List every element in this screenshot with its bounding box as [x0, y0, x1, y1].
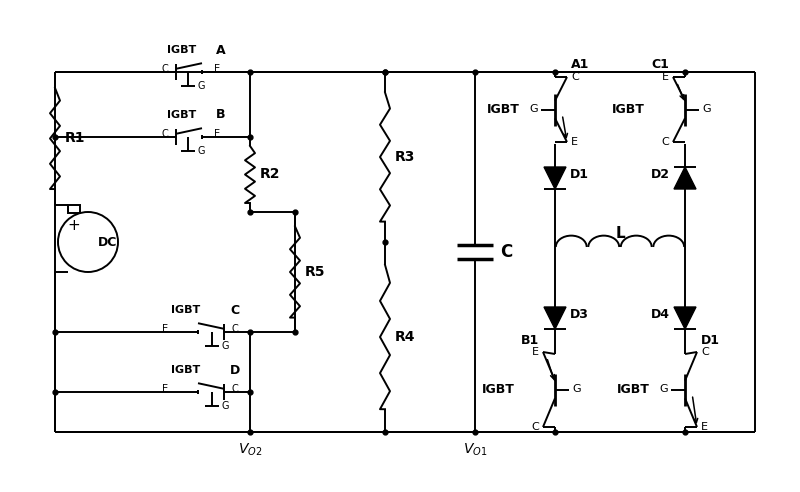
Text: IGBT: IGBT [171, 365, 201, 375]
Text: E: E [162, 384, 168, 394]
Text: R2: R2 [260, 167, 281, 182]
Text: DC: DC [98, 236, 118, 248]
Text: D1: D1 [701, 334, 720, 346]
Text: +: + [68, 218, 80, 234]
Polygon shape [674, 167, 696, 189]
Text: C: C [531, 422, 539, 432]
Text: L: L [615, 225, 625, 241]
Text: C: C [571, 72, 578, 82]
Text: C: C [162, 129, 168, 139]
Text: R1: R1 [65, 131, 86, 146]
Text: E: E [214, 129, 220, 139]
Text: C: C [662, 137, 669, 147]
Text: $V_{O1}$: $V_{O1}$ [463, 442, 487, 458]
Text: A1: A1 [571, 59, 590, 71]
Text: C: C [232, 324, 238, 334]
Polygon shape [544, 307, 566, 329]
Text: G: G [530, 104, 538, 115]
Text: G: G [572, 385, 581, 395]
Text: IGBT: IGBT [612, 103, 645, 116]
Text: C: C [230, 304, 239, 316]
Text: IGBT: IGBT [487, 103, 520, 116]
Text: E: E [701, 422, 708, 432]
Text: C: C [701, 347, 709, 357]
Text: D3: D3 [570, 308, 589, 320]
Text: E: E [214, 64, 220, 74]
Text: E: E [662, 72, 669, 82]
Text: G: G [702, 104, 710, 115]
Text: IGBT: IGBT [617, 383, 650, 396]
Text: IGBT: IGBT [482, 383, 515, 396]
Text: D4: D4 [651, 308, 670, 320]
Polygon shape [674, 307, 696, 329]
Text: E: E [571, 137, 578, 147]
Text: D2: D2 [651, 167, 670, 181]
Text: G: G [659, 385, 668, 395]
Text: IGBT: IGBT [167, 110, 197, 120]
Text: C1: C1 [651, 59, 669, 71]
Text: IGBT: IGBT [171, 305, 201, 315]
Text: R5: R5 [305, 265, 326, 279]
Text: G: G [221, 341, 229, 351]
Text: R3: R3 [395, 150, 415, 164]
Polygon shape [544, 167, 566, 189]
Text: D: D [230, 364, 240, 376]
Text: C: C [162, 64, 168, 74]
Text: G: G [221, 401, 229, 411]
Bar [68, 205, 80, 213]
Text: C: C [500, 243, 512, 261]
Text: A: A [216, 43, 226, 57]
Text: D1: D1 [570, 167, 589, 181]
Text: G: G [197, 146, 205, 156]
Text: B1: B1 [521, 334, 539, 346]
Text: E: E [532, 347, 539, 357]
Text: R4: R4 [395, 330, 415, 344]
Text: E: E [162, 324, 168, 334]
Text: $V_{O2}$: $V_{O2}$ [238, 442, 262, 458]
Text: IGBT: IGBT [167, 45, 197, 55]
Text: C: C [232, 384, 238, 394]
Text: B: B [216, 109, 226, 122]
Text: G: G [197, 81, 205, 91]
